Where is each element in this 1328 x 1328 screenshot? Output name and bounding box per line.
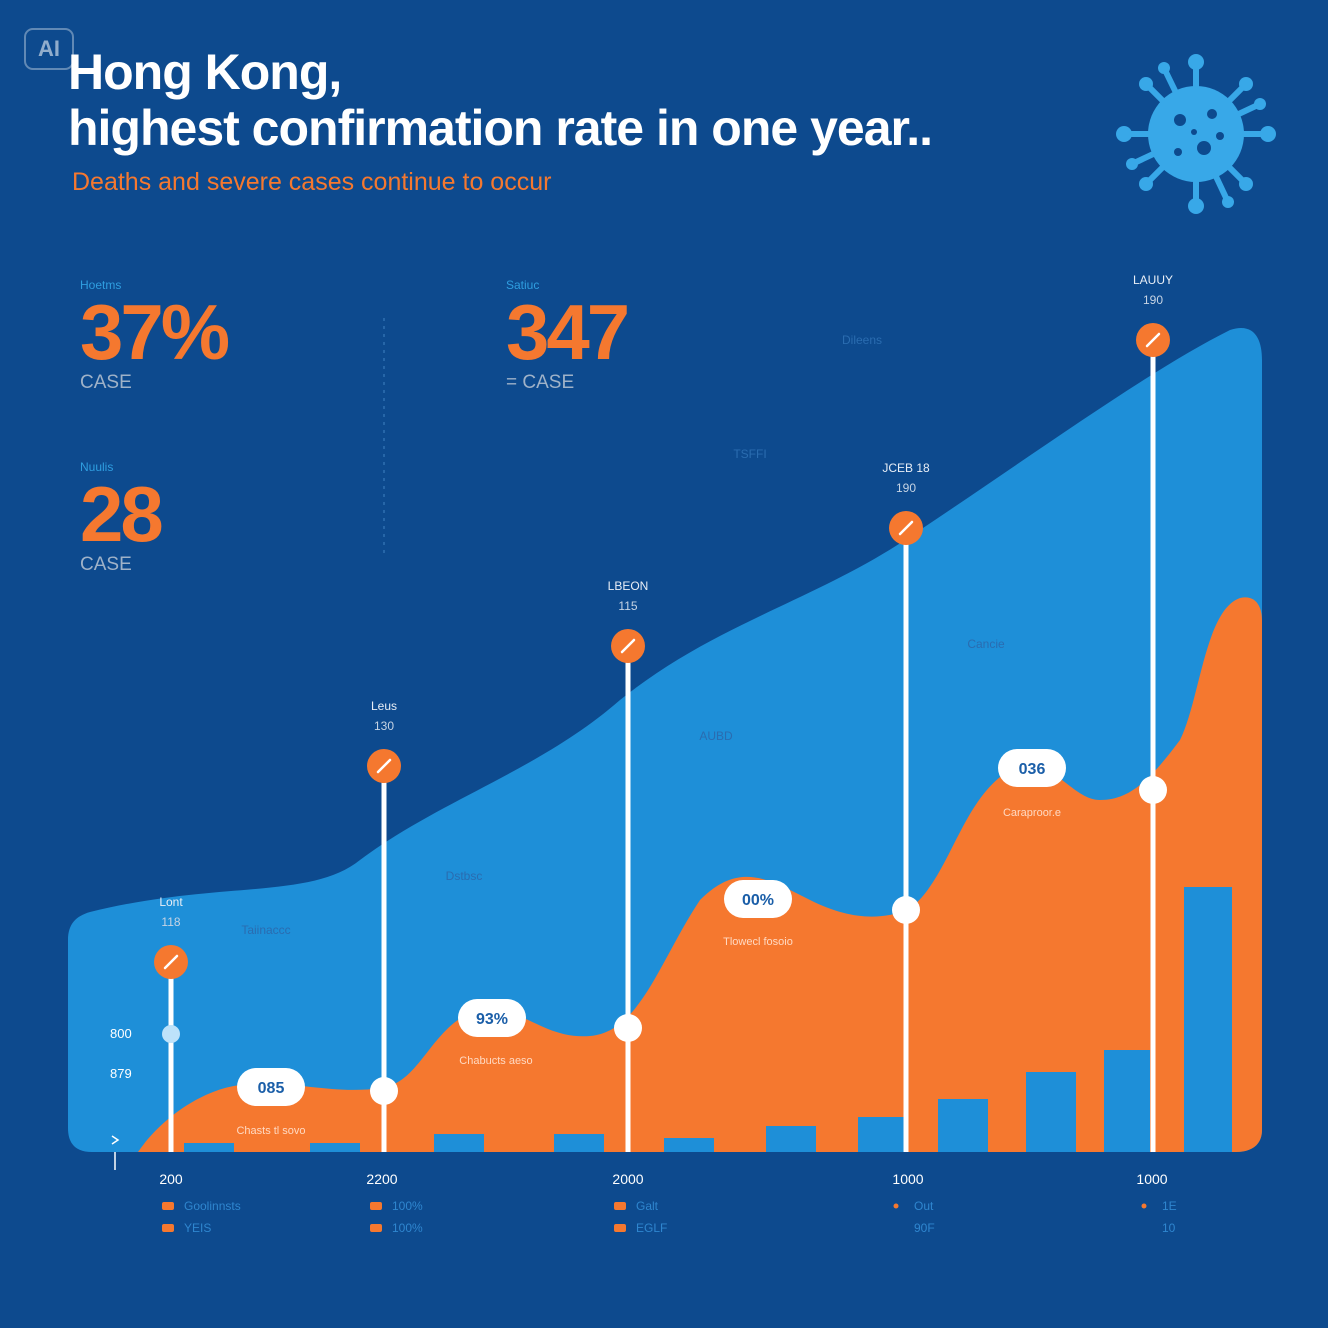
- stat-1: Hoetms 37% CASE: [80, 278, 230, 394]
- orange-area: [138, 597, 1262, 1152]
- area-label-6: Taiinaccc: [241, 923, 290, 937]
- pin-5-value: 190: [1143, 293, 1163, 307]
- bar-9: [1026, 1072, 1076, 1152]
- legend-1-4-swatch: [893, 1203, 899, 1209]
- pin-2-callout: 93%: [476, 1011, 508, 1028]
- pin-2-note: Chabucts aeso: [459, 1055, 532, 1067]
- pin-4-dot: [892, 896, 920, 924]
- stat-1-label: Hoetms: [80, 278, 122, 292]
- area-label-1: Dileens: [842, 333, 882, 347]
- pin-2-callout-bubble: [458, 999, 526, 1037]
- pin-4-callout: 036: [1019, 761, 1046, 778]
- area-label-4: AUBD: [699, 729, 733, 743]
- bar-3: [434, 1134, 484, 1152]
- pin-4-value: 190: [896, 481, 916, 495]
- stat-1-value: 37%: [80, 288, 230, 376]
- legend-2-3-swatch: [614, 1224, 626, 1232]
- bar-1: [184, 1143, 234, 1152]
- legend-1-5-swatch: [1141, 1203, 1147, 1209]
- legend-2-5-text: 10: [1162, 1221, 1176, 1235]
- bar-2: [310, 1143, 360, 1152]
- pin-1-arrow-icon: [163, 954, 179, 970]
- stat-2-label: Nuulis: [80, 460, 114, 474]
- pin-1-label: Lont: [159, 895, 183, 909]
- pin-1-note: Chasts tl sovo: [236, 1125, 305, 1137]
- pin-3-dot: [614, 1014, 642, 1042]
- legend-1-3-text: Galt: [636, 1199, 659, 1213]
- x-tick-1: 200: [159, 1171, 183, 1187]
- pin-1-callout-bubble: [237, 1068, 305, 1106]
- stat-3: Satiuc 347 = CASE: [506, 278, 630, 394]
- x-tick-5: 1000: [1136, 1171, 1167, 1187]
- area-label-2: TSFFI: [733, 447, 766, 461]
- pin-3-note: Tlowecl fosoio: [723, 936, 793, 948]
- pin-5-dot: [1139, 776, 1167, 804]
- pin-5-label: LAUUY: [1133, 273, 1173, 287]
- pin-4-note: Caraproor.e: [1003, 807, 1061, 819]
- ai-badge: AI: [24, 28, 74, 70]
- y-tick-2: 879: [110, 1066, 132, 1081]
- legend-1-1-text: Goolinnsts: [184, 1199, 241, 1213]
- bar-6: [766, 1126, 816, 1152]
- pin-4-label: JCEB 18: [882, 461, 930, 475]
- x-tick-3: 2000: [612, 1171, 643, 1187]
- stat-3-unit-text: CASE: [522, 372, 575, 393]
- bar-11: [1184, 887, 1232, 1152]
- pin-3-callout: 00%: [742, 892, 774, 909]
- legend-1-3-swatch: [614, 1202, 626, 1210]
- axis-arrow-icon: [111, 1135, 120, 1170]
- bar-10: [1104, 1050, 1150, 1152]
- pin-3-value: 115: [618, 599, 637, 613]
- pin-1-callout: 085: [258, 1080, 285, 1097]
- legend-2-2-swatch: [370, 1224, 382, 1232]
- stat-3-label: Satiuc: [506, 278, 540, 292]
- pin-1-value: 118: [161, 915, 180, 929]
- stat-2-value: 28: [80, 470, 164, 558]
- stat-2-unit: CASE: [80, 554, 132, 575]
- pin-3-label: LBEON: [608, 579, 649, 593]
- legend-2-3-text: EGLF: [636, 1221, 667, 1235]
- legend-1-5-text: 1E: [1162, 1199, 1177, 1213]
- pin-2-dot: [370, 1077, 398, 1105]
- pin-5-arrow-icon: [1145, 332, 1161, 348]
- title-line-1: Hong Kong,: [68, 44, 342, 100]
- stat-3-unit: = CASE: [506, 372, 575, 393]
- bar-4: [554, 1134, 604, 1152]
- bar-7: [858, 1117, 906, 1152]
- stat-1-unit: CASE: [80, 372, 132, 393]
- bar-8: [938, 1099, 988, 1152]
- pin-3-arrow-icon: [620, 638, 636, 654]
- legend-1-4-text: Out: [914, 1199, 934, 1213]
- x-tick-2: 2200: [366, 1171, 397, 1187]
- area-label-5: Cancie: [967, 637, 1005, 651]
- x-tick-4: 1000: [892, 1171, 923, 1187]
- title-line-2: highest confirmation rate in one year..: [68, 100, 933, 156]
- pin-3-callout-bubble: [724, 880, 792, 918]
- pin-2-label: Leus: [371, 699, 397, 713]
- y-tick-1: 800: [110, 1026, 132, 1041]
- legend-1-2-text: 100%: [392, 1199, 423, 1213]
- virus-icon: [1116, 54, 1276, 214]
- legend-2-1-text: YEIS: [184, 1221, 211, 1235]
- stat-2: Nuulis 28 CASE: [80, 460, 164, 576]
- page-subtitle: Deaths and severe cases continue to occu…: [72, 168, 552, 196]
- pin-2-arrow-icon: [376, 758, 392, 774]
- legend-1-2-swatch: [370, 1202, 382, 1210]
- legend-2-4-text: 90F: [914, 1221, 935, 1235]
- pin-4-callout-bubble: [998, 749, 1066, 787]
- area-label-3: Dstbsc: [446, 869, 483, 883]
- pin-2-value: 130: [374, 719, 394, 733]
- legend-1-1-swatch: [162, 1202, 174, 1210]
- bar-5: [664, 1138, 714, 1152]
- page-title: Hong Kong, highest confirmation rate in o…: [68, 44, 933, 156]
- legend-2-1-swatch: [162, 1224, 174, 1232]
- stat-3-value: 347: [506, 288, 630, 376]
- legend-2-2-text: 100%: [392, 1221, 423, 1235]
- pin-1-dot: [162, 1025, 180, 1043]
- pin-4-arrow-icon: [898, 520, 914, 536]
